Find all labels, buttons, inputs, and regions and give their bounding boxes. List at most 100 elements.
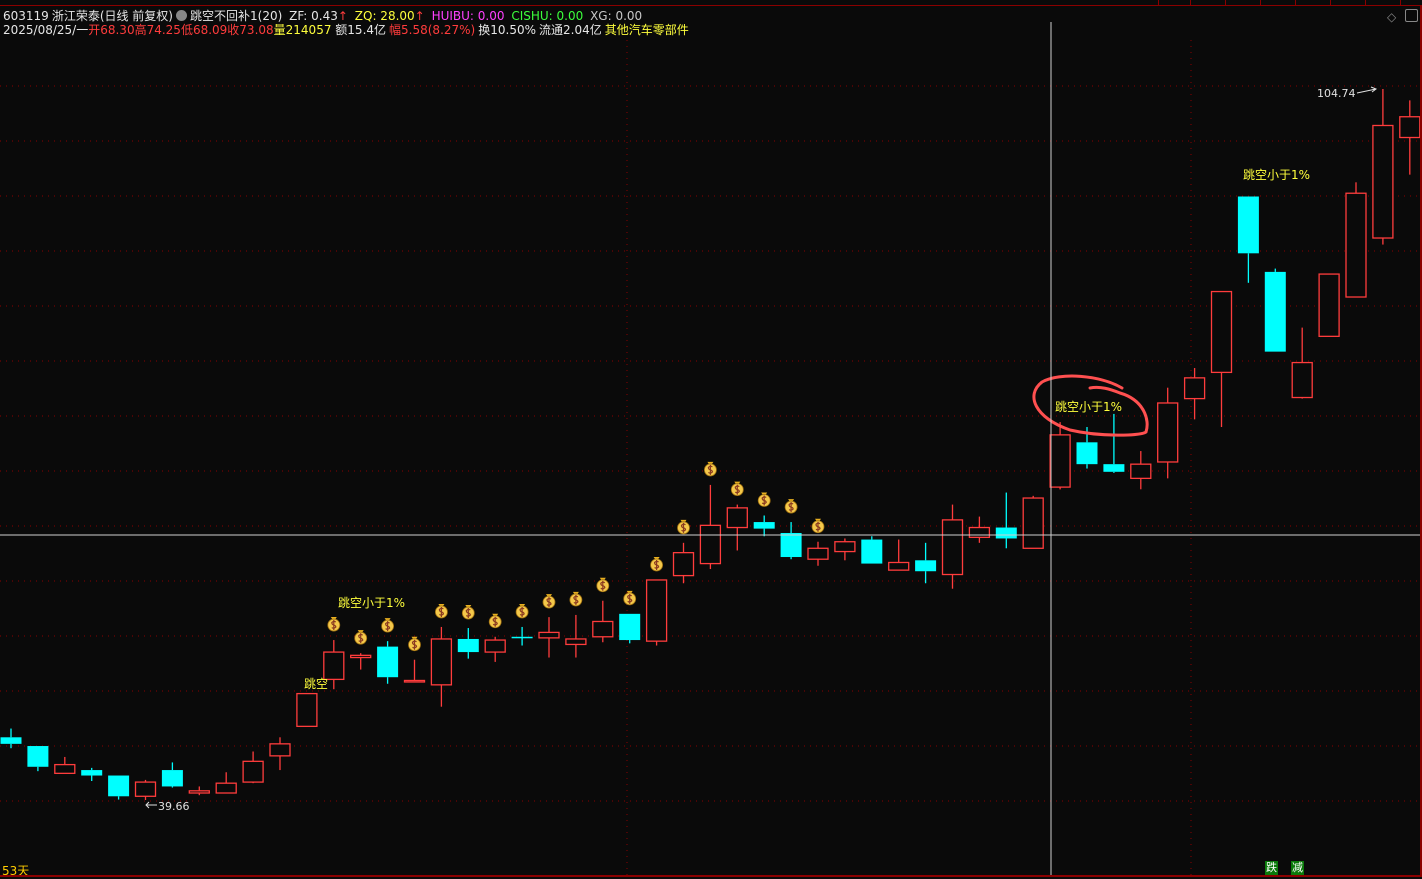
candle-body — [1318, 273, 1340, 337]
candle — [323, 640, 345, 690]
candle — [968, 516, 991, 543]
money-bag-icon — [542, 594, 556, 609]
candle — [995, 492, 1017, 549]
candle-body — [1399, 116, 1421, 139]
money-bag-icon — [677, 519, 690, 535]
menu-separator — [1260, 0, 1261, 5]
menu-separator — [1190, 0, 1191, 5]
signal-label: 跳空 — [304, 677, 328, 691]
candle — [430, 626, 453, 707]
money-bag-icon — [327, 617, 341, 632]
quote-turnover: 换10.50% — [478, 23, 537, 37]
candle — [81, 767, 103, 781]
candle — [1345, 182, 1367, 298]
candle-body — [645, 579, 668, 642]
down-button[interactable]: 跌 — [1265, 861, 1278, 875]
zf-value: ZF: 0.43 — [289, 9, 338, 23]
candle — [1049, 422, 1071, 490]
candle-body — [1210, 290, 1233, 374]
reduce-button[interactable]: 减 — [1291, 861, 1304, 875]
candle — [296, 692, 318, 728]
candle — [592, 600, 614, 643]
candle-body — [1183, 377, 1206, 400]
candle-body — [134, 781, 157, 797]
candle — [1183, 368, 1206, 420]
candle — [1318, 273, 1340, 337]
quote-close: 收73.08 — [227, 23, 274, 37]
menu-strip[interactable] — [0, 0, 1422, 6]
candle — [269, 737, 291, 771]
candle-body — [807, 547, 829, 560]
hand-drawn-circle-annotation — [1032, 374, 1149, 437]
candle — [888, 539, 910, 571]
min-price-label: 39.66 — [158, 800, 190, 813]
money-bag-icon — [434, 603, 448, 619]
indicator-name[interactable]: 跳空不回补1(20) — [190, 9, 283, 23]
money-bag-icon — [757, 492, 771, 507]
money-bag-dollar-symbol — [815, 521, 821, 532]
candle — [915, 542, 937, 584]
candle-body — [1237, 196, 1259, 254]
candle — [726, 504, 748, 551]
candle — [161, 762, 183, 788]
candle — [1237, 196, 1259, 283]
money-bag-icon — [811, 518, 825, 534]
money-bag-icon — [408, 636, 421, 652]
candle — [377, 641, 399, 684]
menu-separator — [1158, 0, 1159, 5]
money-bag-icon — [730, 481, 744, 496]
candle-body — [699, 524, 722, 565]
money-bag-dollar-symbol — [680, 522, 687, 533]
quote-volume: 量214057 — [273, 23, 332, 37]
candle — [242, 751, 264, 784]
right-border — [1420, 5, 1422, 877]
quote-sector[interactable]: 其他汽车零部件 — [604, 23, 689, 37]
money-bag-icon — [623, 590, 637, 606]
money-bag-dollar-symbol — [331, 620, 337, 631]
candle — [1210, 290, 1233, 428]
candle-body — [161, 770, 183, 787]
panel-icon[interactable] — [1405, 9, 1418, 22]
money-bag-dollar-symbol — [438, 606, 445, 617]
candle-body — [0, 737, 22, 744]
indicator-toggle-icon[interactable] — [176, 10, 187, 21]
menu-separator — [1365, 0, 1366, 5]
signal-label: 跳空小于1% — [1243, 168, 1310, 182]
money-bag-dollar-symbol — [411, 639, 418, 650]
candle — [511, 626, 533, 646]
candle — [619, 613, 641, 644]
candle — [780, 522, 802, 560]
candle — [1103, 413, 1125, 473]
candle-body — [296, 692, 318, 728]
money-bag-dollar-symbol — [384, 621, 391, 632]
candle-body — [672, 552, 695, 577]
candle-body — [1264, 271, 1286, 352]
days-count: 53天 — [2, 864, 30, 878]
candle-body — [538, 631, 560, 639]
zq-value: ZQ: 28.00 — [354, 9, 415, 23]
candle — [1157, 387, 1179, 479]
signal-label: 跳空小于1% — [338, 596, 405, 610]
stock-code: 603119 — [3, 9, 49, 23]
candle — [27, 746, 49, 772]
candle — [1076, 427, 1098, 469]
signal-label: 跳空小于1% — [1055, 400, 1122, 414]
candle-body — [377, 646, 399, 678]
candle-body — [323, 651, 345, 681]
candle — [484, 636, 506, 662]
money-bag-dollar-symbol — [492, 616, 498, 627]
money-bag-icon — [596, 577, 610, 593]
candle-body — [1291, 361, 1313, 399]
candle-body — [1345, 192, 1367, 298]
candle-body — [511, 636, 533, 639]
candle-body — [941, 519, 964, 576]
candle-body — [188, 790, 210, 794]
candle — [538, 617, 560, 658]
money-bag-dollar-symbol — [519, 606, 525, 617]
money-bag-icon — [784, 499, 798, 514]
diamond-icon[interactable]: ◇ — [1387, 10, 1397, 24]
quote-float-cap: 流通2.04亿 — [539, 23, 602, 37]
candle — [54, 756, 76, 774]
stock-name: 浙江荣泰(日线 前复权) — [51, 9, 173, 23]
